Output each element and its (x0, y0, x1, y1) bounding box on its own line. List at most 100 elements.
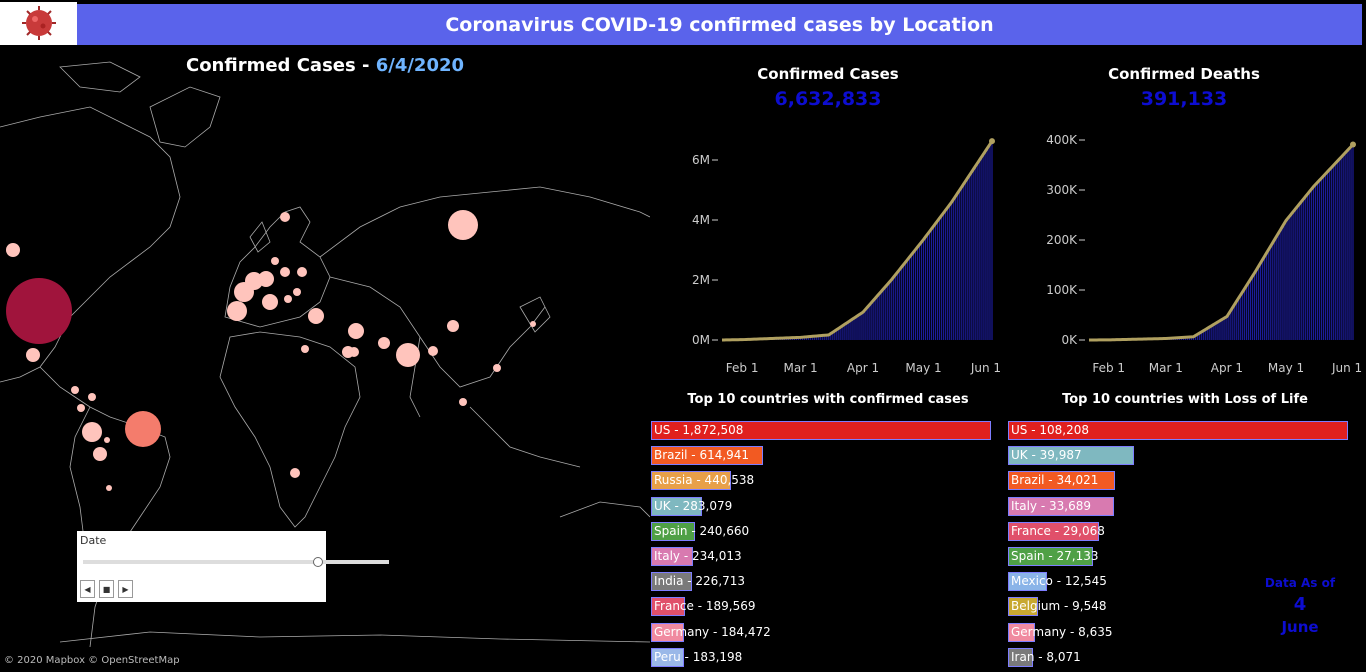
bubble-uk[interactable] (227, 301, 247, 321)
bar-fill[interactable] (1008, 597, 1038, 617)
bar-row[interactable]: UK - 283,079 (651, 496, 991, 516)
bar-fill[interactable] (651, 421, 991, 440)
bar-row[interactable]: UK - 39,987 (1008, 446, 1348, 466)
bubble-bolivia[interactable] (104, 437, 110, 443)
bubble-bangladesh[interactable] (428, 346, 438, 356)
bar-fill[interactable] (651, 622, 685, 642)
bar-fill[interactable] (1008, 547, 1094, 566)
bar-fill[interactable] (1008, 471, 1115, 491)
cases-chart[interactable]: 0M 2M 4M 6M Feb 1 Mar 1 Apr 1 May 1 Jun 1 (650, 120, 1005, 382)
bubble-japan[interactable] (530, 321, 536, 327)
bar-row[interactable]: Spain - 27,133 (1008, 547, 1348, 566)
bubble-iran[interactable] (348, 323, 364, 339)
bar-row[interactable]: Brazil - 34,021 (1008, 471, 1348, 491)
bubble-peru[interactable] (82, 422, 102, 442)
bubble-south-africa[interactable] (290, 468, 300, 478)
bubble-brazil[interactable] (125, 411, 161, 447)
last-point[interactable] (989, 138, 995, 145)
bar-row[interactable]: Italy - 33,689 (1008, 496, 1348, 516)
bubble-ukraine[interactable] (293, 288, 301, 296)
continent-outlines (0, 61, 650, 648)
bubble-pakistan[interactable] (378, 337, 390, 349)
kpi-deaths-value: 391,133 (1140, 88, 1228, 110)
bar-row[interactable]: Belgium - 9,548 (1008, 597, 1348, 617)
bar-row[interactable]: Russia - 440,538 (651, 471, 991, 491)
bar-label: Spain - 240,660 (654, 523, 750, 538)
bar-label: India - 226,713 (654, 574, 746, 589)
bar-fill[interactable] (651, 647, 685, 667)
bubble-colombia[interactable] (77, 404, 85, 412)
bar-fill[interactable] (651, 446, 763, 466)
bar-row[interactable]: US - 108,208 (1008, 421, 1348, 440)
bar-row[interactable]: Iran - 8,071 (1008, 647, 1348, 667)
bubble-qatar[interactable] (349, 347, 359, 357)
bar-label: France - 29,068 (1011, 523, 1105, 538)
bubble-belarus[interactable] (297, 267, 307, 277)
series-line[interactable] (1088, 143, 1355, 342)
bar-fill[interactable] (1008, 572, 1048, 592)
bar-fill[interactable] (651, 547, 694, 566)
date-slider-knob[interactable] (313, 557, 323, 567)
bar-row[interactable]: Peru - 183,198 (651, 647, 991, 667)
y-tick-label: 100K (1046, 283, 1078, 297)
bubble-germany[interactable] (258, 271, 274, 287)
bar-fill[interactable] (1008, 622, 1036, 642)
bar-row[interactable]: Italy - 234,013 (651, 547, 991, 566)
bubble-india[interactable] (396, 343, 420, 367)
deaths-chart[interactable]: 0K 100K 200K 300K 400K Feb 1 Mar 1 Apr 1 May 1 Ju… (1005, 120, 1366, 382)
next-button[interactable]: ▶ (118, 580, 133, 598)
case-bubbles[interactable] (6, 210, 536, 491)
bar-fill[interactable] (651, 471, 731, 491)
bar-fill[interactable] (1008, 421, 1348, 440)
bar-row[interactable]: India - 226,713 (651, 572, 991, 592)
prev-button[interactable]: ◀ (80, 580, 95, 598)
bubble-singapore[interactable] (459, 398, 467, 406)
dashboard-title: Coronavirus COVID-19 confirmed cases by … (445, 13, 994, 36)
bubble-dominican[interactable] (88, 393, 96, 401)
bar-fill[interactable] (651, 597, 686, 617)
bar-row[interactable]: US - 1,872,508 (651, 421, 991, 440)
bubble-indonesia[interactable] (493, 364, 501, 372)
bubble-russia[interactable] (448, 210, 478, 240)
bubble-canada[interactable] (6, 243, 20, 257)
bar-label: Germany - 8,635 (1011, 624, 1113, 639)
bar-fill[interactable] (1008, 446, 1134, 466)
bubble-argentina[interactable] (106, 485, 112, 491)
bar-row[interactable]: Mexico - 12,545 (1008, 572, 1348, 592)
bubble-romania[interactable] (284, 295, 292, 303)
bar-fill[interactable] (651, 521, 695, 541)
series-line[interactable] (721, 140, 994, 342)
bar-fill[interactable] (1008, 496, 1114, 516)
bubble-mexico[interactable] (26, 348, 40, 362)
date-slider-track[interactable] (83, 560, 389, 564)
bar-row[interactable]: Germany - 8,635 (1008, 622, 1348, 642)
bubble-turkey[interactable] (308, 308, 324, 324)
map-attribution[interactable]: © 2020 Mapbox © OpenStreetMap (4, 655, 180, 666)
bubble-ecuador[interactable] (71, 386, 79, 394)
bubble-netherlands[interactable] (271, 257, 279, 265)
bubble-china[interactable] (447, 320, 459, 332)
data-as-of-day: 4 (1293, 594, 1307, 615)
bubble-us[interactable] (6, 278, 72, 344)
bar-row[interactable]: France - 189,569 (651, 597, 991, 617)
last-point[interactable] (1350, 141, 1356, 148)
bubble-egypt[interactable] (301, 345, 309, 353)
bar-row[interactable]: Germany - 184,472 (651, 622, 991, 642)
bar-fill[interactable] (1008, 521, 1100, 541)
bar-fill[interactable] (651, 496, 703, 516)
bar-fill[interactable] (651, 572, 693, 592)
bubble-sweden[interactable] (280, 212, 290, 222)
bubble-poland[interactable] (280, 267, 290, 277)
world-map[interactable]: Confirmed Cases - 6/4/2020 © 2020 Mapbox… (0, 47, 650, 672)
bar-row[interactable]: France - 29,068 (1008, 521, 1348, 541)
stop-button[interactable]: ■ (99, 580, 114, 598)
bar-row[interactable]: Spain - 240,660 (651, 521, 991, 541)
bar-label: Italy - 33,689 (1011, 498, 1091, 513)
map-canvas[interactable] (0, 47, 650, 672)
top-cases-title: Top 10 countries with confirmed cases (687, 392, 969, 407)
bar-label: France - 189,569 (654, 599, 756, 614)
bar-fill[interactable] (1008, 647, 1034, 667)
bubble-chile[interactable] (93, 447, 107, 461)
bar-row[interactable]: Brazil - 614,941 (651, 446, 991, 466)
bubble-italy[interactable] (262, 294, 278, 310)
